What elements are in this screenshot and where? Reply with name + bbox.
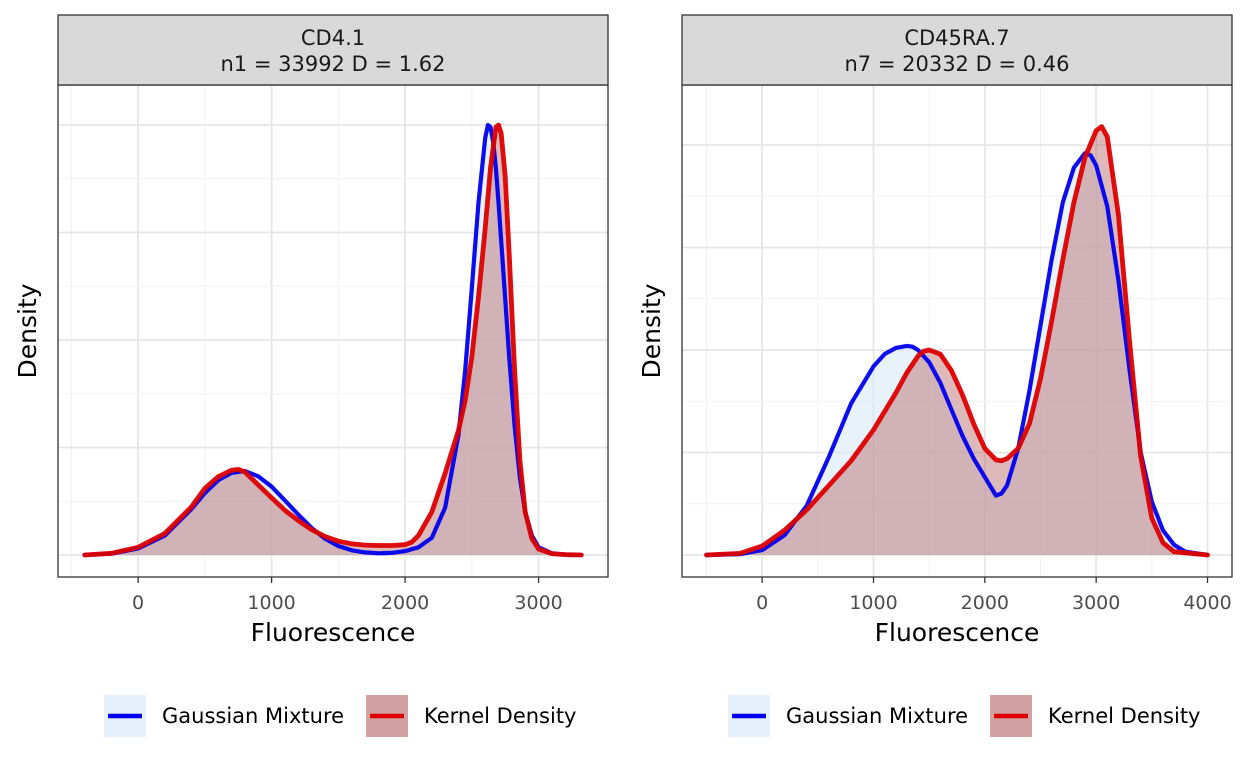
legend-key-gaussian-mixture: Gaussian Mixture xyxy=(728,695,968,737)
x-tick-label: 4000 xyxy=(1183,592,1231,614)
strip-background xyxy=(57,14,609,86)
x-tick-label: 0 xyxy=(132,592,144,614)
strip-subtitle: n1 = 33992 D = 1.62 xyxy=(221,52,446,76)
panel-2: CD45RA.7n7 = 20332 D = 0.46 0 1000 2000 3000… xyxy=(637,14,1233,737)
x-tick-label: 2000 xyxy=(381,592,429,614)
y-axis-label: Density xyxy=(13,283,42,378)
strip-title: CD45RA.7 xyxy=(904,26,1009,50)
x-tick-label: 1000 xyxy=(849,592,897,614)
panel-1: CD4.1n1 = 33992 D = 1.62 0 1000 2000 3000 Flu… xyxy=(13,14,609,737)
series-line-gaussian-mixture xyxy=(704,151,1210,558)
legend: Gaussian Mixture Kernel Density xyxy=(104,695,577,737)
strip-subtitle: n7 = 20332 D = 0.46 xyxy=(845,52,1070,76)
x-tick-label: 1000 xyxy=(247,592,295,614)
x-tick-label: 0 xyxy=(756,592,768,614)
series-fill-kernel-density xyxy=(706,126,1208,555)
legend: Gaussian Mixture Kernel Density xyxy=(728,695,1201,737)
x-tick-label: 3000 xyxy=(1072,592,1120,614)
legend-label: Kernel Density xyxy=(424,704,577,728)
series-line-gaussian-mixture xyxy=(82,122,584,558)
strip-background xyxy=(681,14,1233,86)
x-tick-label: 2000 xyxy=(961,592,1009,614)
series-line-kernel-density xyxy=(82,122,584,558)
legend-key-kernel-density: Kernel Density xyxy=(990,695,1201,737)
x-axis-label: Fluorescence xyxy=(875,618,1040,647)
legend-key-gaussian-mixture: Gaussian Mixture xyxy=(104,695,344,737)
strip-title: CD4.1 xyxy=(301,26,365,50)
legend-label: Kernel Density xyxy=(1048,704,1201,728)
x-tick-label: 3000 xyxy=(514,592,562,614)
legend-label: Gaussian Mixture xyxy=(162,704,344,728)
legend-label: Gaussian Mixture xyxy=(786,704,968,728)
legend-key-kernel-density: Kernel Density xyxy=(366,695,577,737)
x-axis-label: Fluorescence xyxy=(251,618,416,647)
series-line-kernel-density xyxy=(704,124,1210,558)
y-axis-label: Density xyxy=(637,283,666,378)
